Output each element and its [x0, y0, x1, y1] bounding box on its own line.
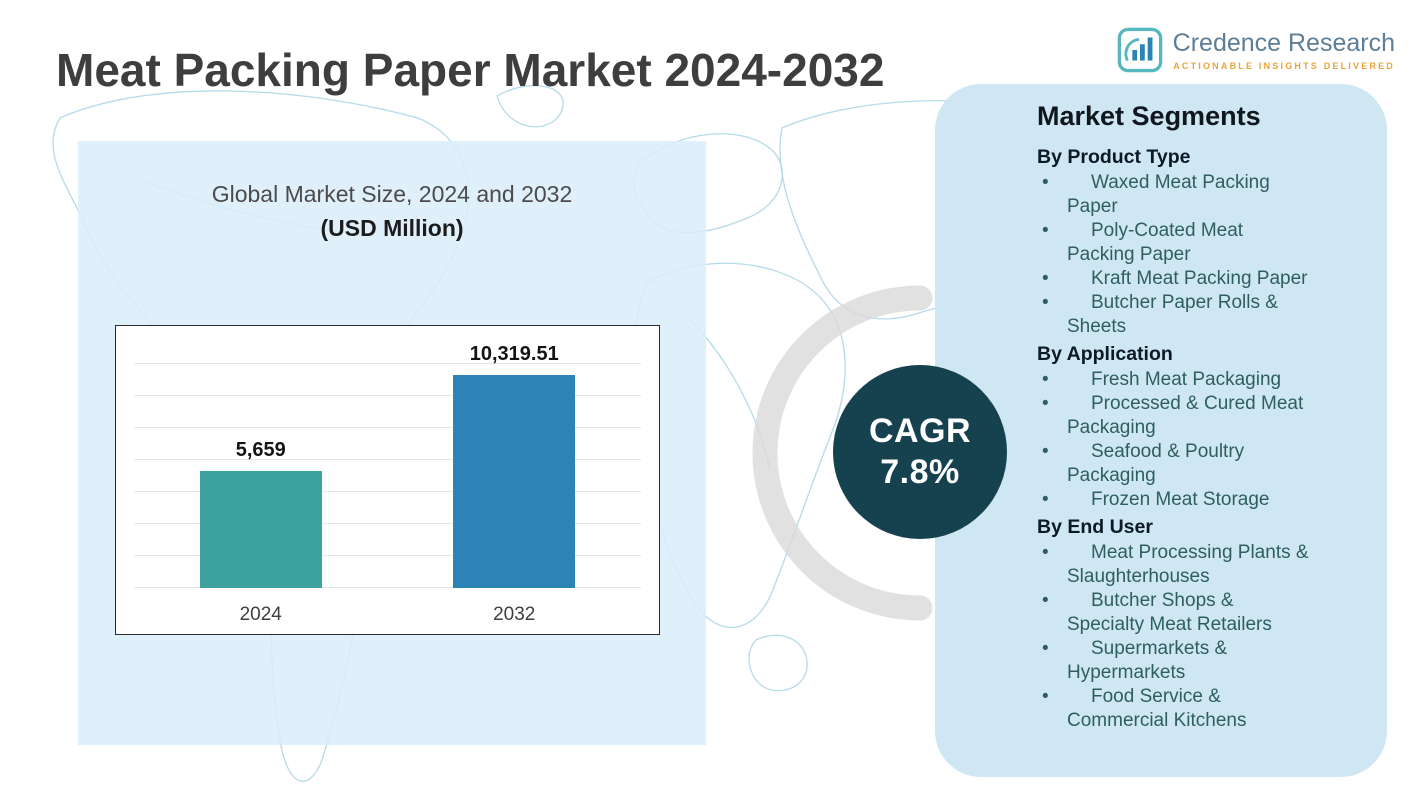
segment-item: Food Service & Commercial Kitchens — [1037, 685, 1314, 733]
segment-group-heading: By Product Type — [1037, 146, 1191, 168]
logo-name: Credence Research — [1172, 29, 1395, 57]
segment-group-application: By Application Fresh Meat Packaging Proc… — [1037, 342, 1373, 512]
bar-value-label-2032: 10,319.51 — [469, 342, 559, 365]
cagr-badge: CAGR 7.8% — [833, 365, 1007, 539]
bar-2032 — [453, 374, 576, 588]
bar-2024 — [199, 471, 322, 588]
segment-group-heading: By End User — [1037, 516, 1153, 538]
segment-list: Meat Processing Plants & Slaughterhouses… — [1037, 541, 1314, 733]
segment-group-end-user: By End User Meat Processing Plants & Sla… — [1037, 515, 1373, 733]
logo-tagline: ACTIONABLE INSIGHTS DELIVERED — [1173, 61, 1395, 71]
logo-text: Credence Research ACTIONABLE INSIGHTS DE… — [1173, 29, 1395, 71]
segment-item: Waxed Meat Packing Paper — [1037, 171, 1314, 219]
cagr-label: CAGR — [868, 412, 972, 451]
segment-item: Processed & Cured Meat Packaging — [1037, 392, 1314, 440]
bar-group-2032: 10,319.51 — [400, 340, 628, 588]
chart-subtitle: (USD Million) — [320, 215, 464, 241]
segment-item: Meat Processing Plants & Slaughterhouses — [1037, 541, 1314, 589]
segment-item: Butcher Shops & Specialty Meat Retailers — [1037, 589, 1314, 637]
market-segments-panel: Market Segments By Product Type Waxed Me… — [935, 84, 1387, 777]
segment-item: Fresh Meat Packaging — [1037, 368, 1314, 392]
chart-title: Global Market Size, 2024 and 2032 — [211, 181, 573, 207]
bar-value-label-2024: 5,659 — [235, 439, 286, 462]
segment-item: Seafood & Poultry Packaging — [1037, 440, 1314, 488]
x-axis-label-2032: 2032 — [493, 604, 536, 625]
page-title: Meat Packing Paper Market 2024-2032 — [56, 43, 885, 96]
x-axis: 2024 2032 — [134, 604, 641, 626]
credence-logo: Credence Research ACTIONABLE INSIGHTS DE… — [1117, 27, 1395, 73]
credence-logo-icon — [1117, 27, 1162, 73]
segment-item: Kraft Meat Packing Paper — [1037, 267, 1314, 291]
segment-list: Waxed Meat Packing Paper Poly-Coated Mea… — [1037, 171, 1314, 339]
segment-item: Butcher Paper Rolls & Sheets — [1037, 291, 1314, 339]
bar-group-2024: 5,659 — [147, 340, 375, 588]
segment-item: Supermarkets & Hypermarkets — [1037, 637, 1314, 685]
segment-group-heading: By Application — [1037, 343, 1173, 365]
segment-list: Fresh Meat Packaging Processed & Cured M… — [1037, 368, 1314, 512]
segment-item: Frozen Meat Storage — [1037, 488, 1314, 512]
chart-titles: Global Market Size, 2024 and 2032 (USD M… — [78, 181, 706, 242]
segment-group-product-type: By Product Type Waxed Meat Packing Paper… — [1037, 145, 1373, 339]
segments-title: Market Segments — [1037, 101, 1261, 131]
segment-item: Poly-Coated Meat Packing Paper — [1037, 219, 1314, 267]
x-axis-label-2024: 2024 — [239, 604, 282, 625]
bar-chart: 5,659 10,319.51 2024 2032 — [115, 325, 660, 635]
chart-plot-area: 5,659 10,319.51 — [134, 340, 641, 588]
cagr-value: 7.8% — [880, 453, 960, 491]
chart-panel: Global Market Size, 2024 and 2032 (USD M… — [78, 141, 706, 745]
